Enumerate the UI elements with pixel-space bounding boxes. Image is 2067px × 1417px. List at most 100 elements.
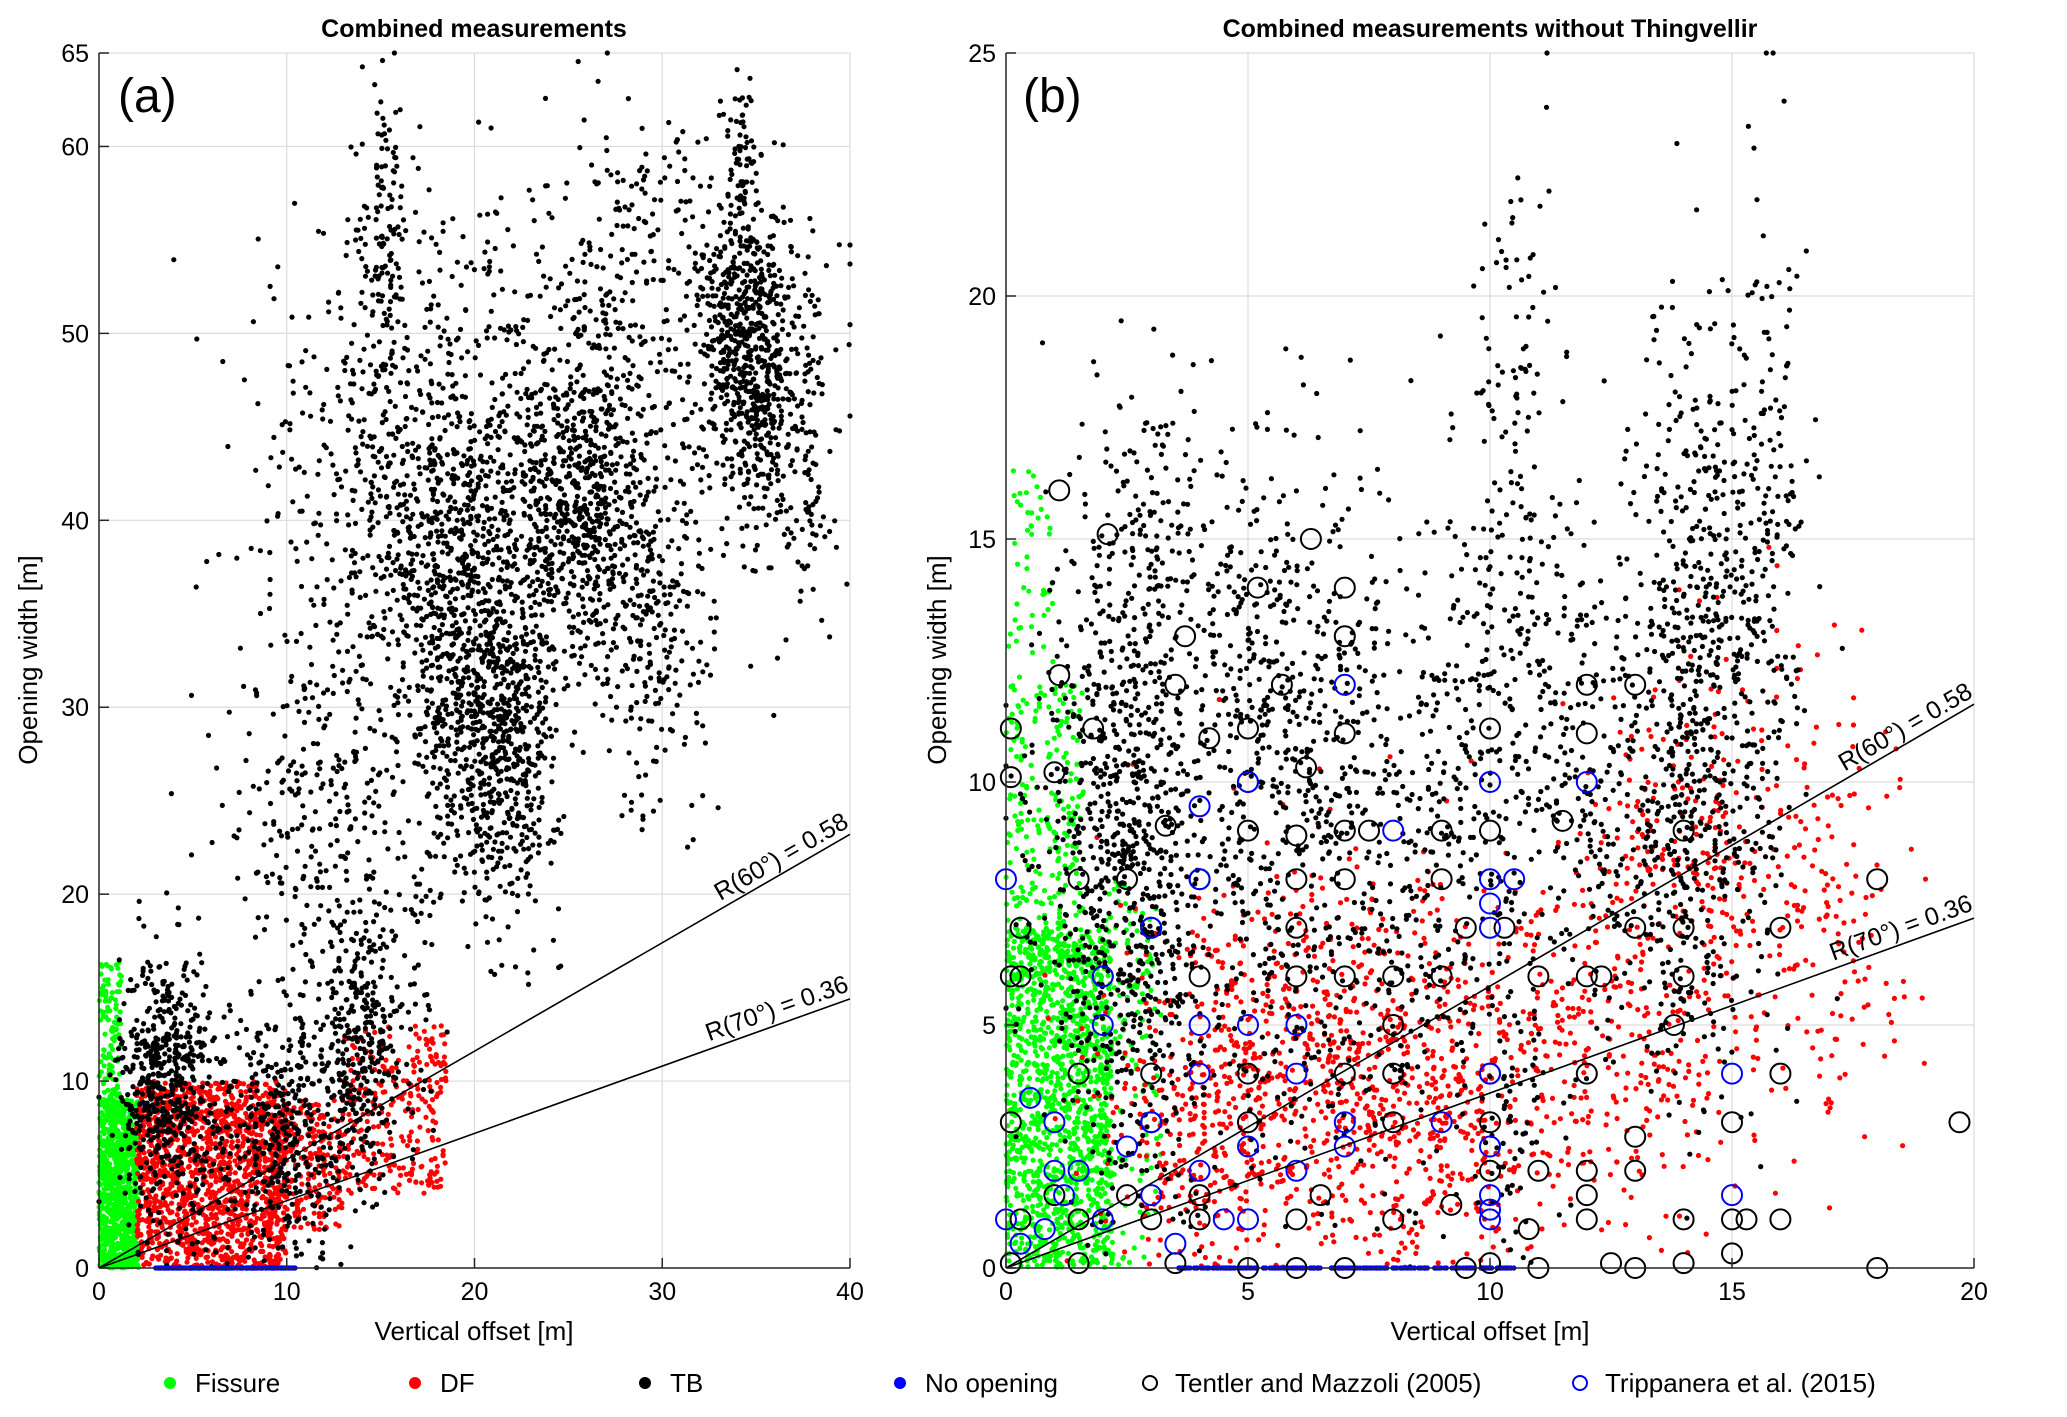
data-point-tb <box>373 235 379 241</box>
data-point-tb <box>365 992 371 998</box>
data-point-tb <box>365 214 371 220</box>
data-point-tb <box>313 1019 319 1025</box>
data-point-tb <box>280 1097 286 1103</box>
data-point-tb <box>342 360 348 366</box>
data-point-tb <box>373 588 379 594</box>
data-point-tb <box>253 1138 259 1144</box>
data-point-fissure <box>108 1027 114 1033</box>
data-point-tb <box>395 1069 401 1075</box>
data-point-tb <box>195 1239 201 1245</box>
data-point-tb <box>388 907 394 913</box>
data-point-tb <box>415 683 421 689</box>
data-point-tb <box>447 341 453 347</box>
data-point-tb <box>359 706 365 712</box>
data-point-df <box>232 1170 238 1176</box>
data-point-tb <box>394 1060 400 1066</box>
data-point-fissure <box>99 963 105 969</box>
data-point-tb <box>505 227 511 233</box>
data-point-tb <box>275 1134 281 1140</box>
data-point-df <box>258 1241 264 1247</box>
data-point-tb <box>382 615 388 621</box>
data-point-df <box>257 1132 264 1138</box>
data-point-df <box>214 1080 220 1087</box>
data-point-tb <box>249 1189 255 1195</box>
data-point-df <box>237 1257 243 1263</box>
data-point-tb <box>307 390 313 396</box>
data-point-tb <box>368 1055 374 1061</box>
data-point-tb <box>314 584 320 590</box>
data-point-tb <box>380 957 386 963</box>
data-point-df <box>139 1244 145 1250</box>
data-point-tb <box>391 528 397 534</box>
data-point-tb <box>368 959 375 965</box>
data-point-tb <box>348 553 354 559</box>
data-point-tb <box>311 354 317 360</box>
data-point-tb <box>316 996 322 1002</box>
data-point-tb <box>173 1032 179 1038</box>
data-point-df <box>161 1215 167 1221</box>
data-point-tb <box>468 411 474 417</box>
data-point-tb <box>213 1249 219 1255</box>
data-point-tb <box>294 699 300 705</box>
data-point-tb <box>421 596 427 602</box>
data-point-tb <box>395 265 401 271</box>
data-point-tb <box>292 1240 298 1246</box>
data-point-tb <box>453 525 459 531</box>
data-point-df <box>276 1217 282 1223</box>
data-point-df <box>239 1202 245 1208</box>
data-point-tb <box>283 1172 289 1178</box>
data-point-df <box>231 1112 237 1118</box>
data-point-tb <box>227 1008 233 1014</box>
data-point-tb <box>356 248 362 255</box>
data-point-fissure <box>116 1161 122 1167</box>
data-point-tb <box>444 784 451 790</box>
data-point-tb <box>455 410 461 416</box>
data-point-tb <box>391 169 398 175</box>
data-point-tb <box>279 422 285 428</box>
data-point-tb <box>388 974 394 981</box>
data-point-df <box>229 1101 235 1107</box>
data-point-tb <box>380 927 386 933</box>
data-point-tb <box>391 532 397 538</box>
data-point-tb <box>387 299 394 305</box>
data-point-tb <box>133 1180 139 1186</box>
data-point-tb <box>350 367 356 373</box>
data-point-df <box>311 1210 317 1216</box>
data-point-tb <box>303 1121 309 1128</box>
data-point-tb <box>363 984 369 990</box>
data-point-df <box>317 1182 323 1188</box>
data-point-df <box>434 1178 440 1184</box>
data-point-tb <box>220 1146 227 1152</box>
data-point-tb <box>391 452 397 458</box>
data-point-tb <box>218 1166 224 1172</box>
data-point-tb <box>156 1209 162 1216</box>
data-point-fissure <box>101 1063 107 1069</box>
data-point-tb <box>282 1145 288 1151</box>
data-point-tb <box>580 749 586 756</box>
data-point-tb <box>402 492 408 498</box>
data-point-tb <box>306 314 312 320</box>
data-point-df <box>316 1214 322 1220</box>
data-point-tb <box>393 144 399 150</box>
data-point-fissure <box>101 1214 107 1220</box>
data-point-df <box>372 1029 378 1035</box>
data-point-tb <box>170 1107 176 1114</box>
data-point-tb <box>191 969 197 975</box>
data-point-tb <box>179 1087 186 1093</box>
data-point-tb <box>316 1078 322 1084</box>
data-point-df <box>322 1195 328 1201</box>
data-point-tb <box>232 1198 238 1204</box>
data-point-tb <box>452 499 458 505</box>
data-point-tb <box>294 1218 300 1224</box>
data-point-tb <box>151 1108 157 1115</box>
data-point-tb <box>324 1014 330 1020</box>
data-point-tb <box>297 1098 303 1104</box>
data-point-tb <box>293 546 299 552</box>
data-point-tb <box>159 1015 165 1021</box>
data-point-tb <box>183 1226 189 1232</box>
data-point-tb <box>368 1090 374 1096</box>
data-point-tb <box>311 1034 317 1040</box>
data-point-tb <box>325 1102 331 1108</box>
data-point-tb <box>194 1189 200 1195</box>
data-point-df <box>364 1173 370 1179</box>
